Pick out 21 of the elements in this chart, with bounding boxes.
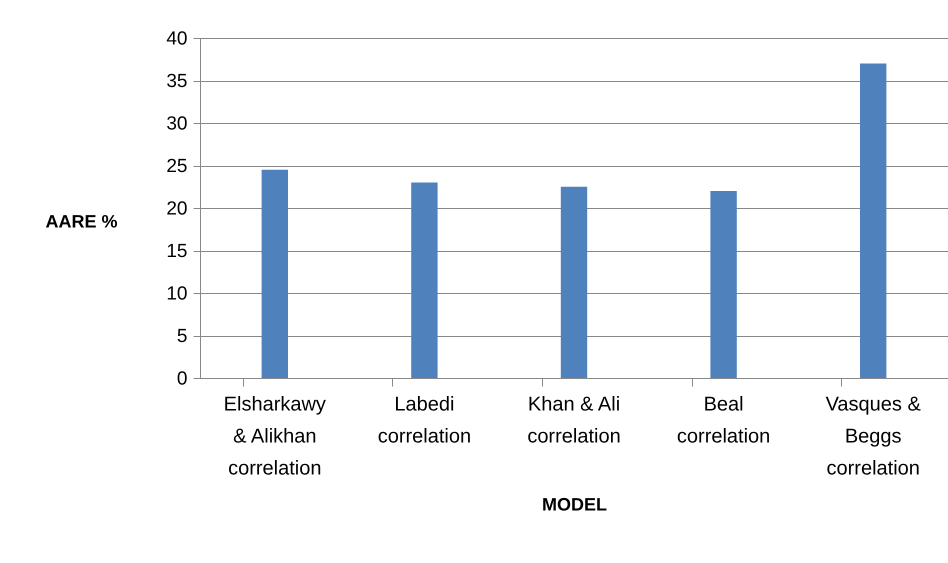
y-axis-title: AARE % — [46, 212, 118, 232]
y-tick-label: 15 — [166, 241, 188, 262]
y-tick-label: 10 — [166, 284, 188, 304]
bar — [411, 182, 438, 378]
y-tick-label: 5 — [176, 326, 188, 347]
bar — [262, 170, 288, 378]
y-tick-label: 30 — [166, 114, 188, 134]
bar — [710, 191, 737, 378]
x-tick-label: Beal correlation — [676, 394, 770, 448]
y-tick-label: 0 — [176, 368, 188, 390]
x-axis-title: MODEL — [542, 494, 607, 514]
y-tick-label: 20 — [166, 198, 188, 220]
x-tick-label: Khan & Ali correlation — [527, 394, 621, 448]
x-tick-label: Elsharkawy & Alikhan correlation — [224, 394, 326, 480]
bar — [560, 186, 588, 378]
y-tick-label: 25 — [166, 156, 188, 177]
y-tick-label: 40 — [166, 28, 188, 50]
bar — [860, 64, 886, 378]
y-tick-label: 35 — [166, 71, 188, 92]
x-tick-label: Labedi correlation — [378, 394, 472, 448]
x-tick-label: Vasques & Beggs correlation — [826, 394, 922, 480]
